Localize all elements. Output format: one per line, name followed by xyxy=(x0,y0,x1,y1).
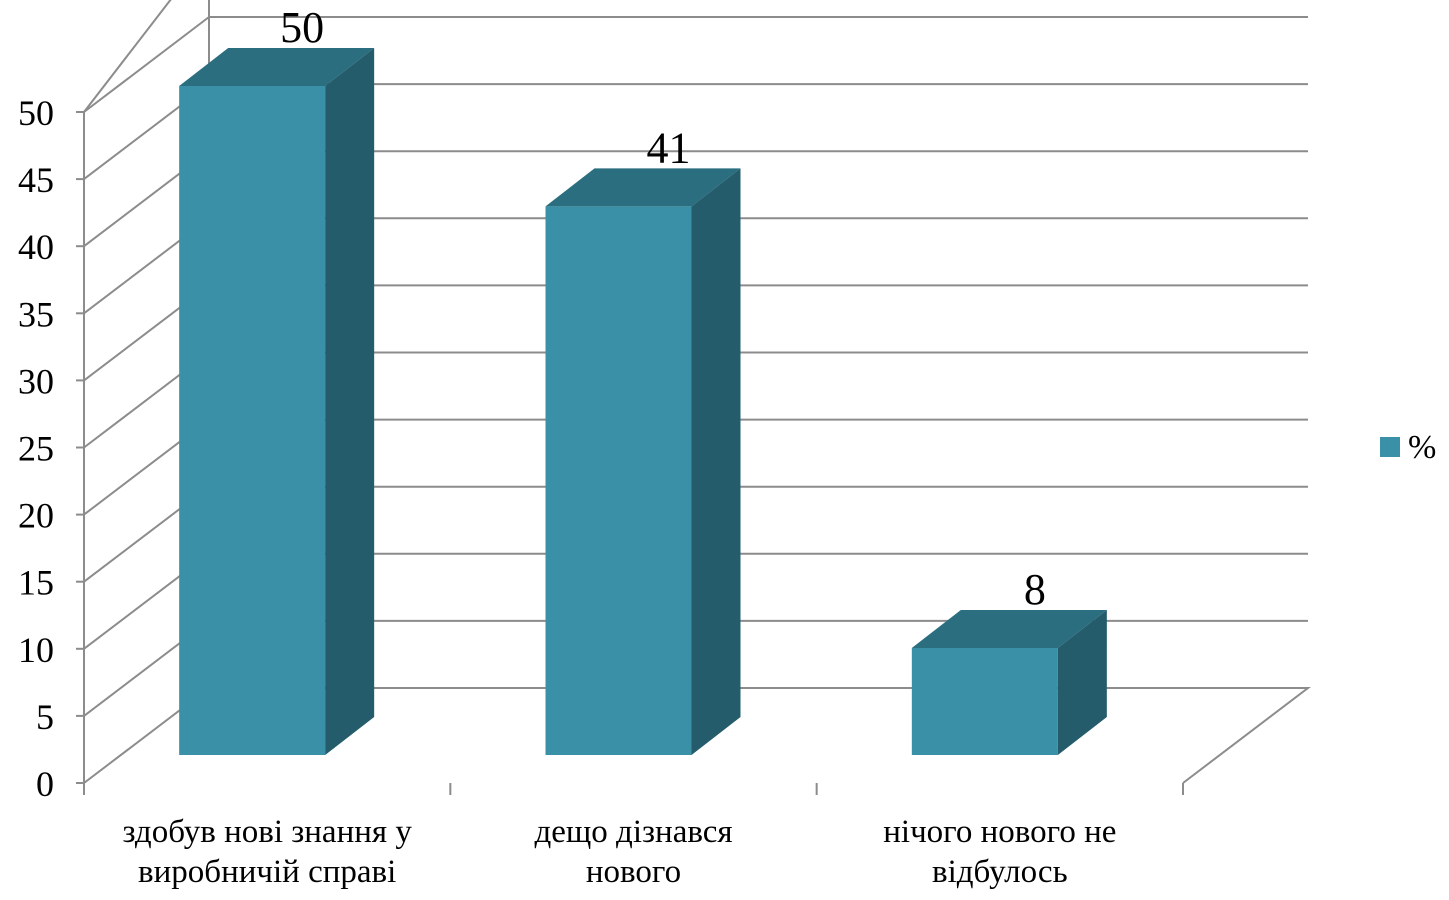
bar-front-face xyxy=(545,206,692,756)
bar-top-face xyxy=(545,168,741,207)
y-tick-label: 20 xyxy=(18,496,54,536)
bar-front-face xyxy=(179,86,326,755)
bar-top-face xyxy=(911,609,1107,648)
x-category-label: відбулось xyxy=(932,854,1068,890)
y-tick-label: 25 xyxy=(18,429,54,469)
label-layer: 50 41 8 здобув нові знання у виробничій спра… xyxy=(122,3,1116,890)
bar-top-face xyxy=(179,48,375,86)
x-category-label: виробничій справі xyxy=(138,854,396,890)
y-tick-label: 40 xyxy=(18,227,54,267)
bar-front-face xyxy=(911,647,1058,755)
axis-layer: 0 5 10 15 20 25 30 35 40 45 50 xyxy=(18,93,1184,804)
bar xyxy=(911,609,1107,755)
y-tick-label: 10 xyxy=(18,630,54,670)
y-tick-label: 30 xyxy=(18,361,54,401)
legend-label: % xyxy=(1408,429,1436,466)
y-tick-label: 5 xyxy=(36,697,54,737)
legend: % xyxy=(1380,429,1436,466)
x-category-label: дещо дізнався xyxy=(534,814,732,850)
x-category-label: здобув нові знання у xyxy=(122,814,412,850)
bar xyxy=(545,168,741,756)
y-tick-label: 35 xyxy=(18,294,54,334)
x-category-label: нового xyxy=(586,854,681,890)
bar-side-face xyxy=(691,168,741,756)
bar-layer xyxy=(179,48,1107,756)
floor-outline xyxy=(83,687,1311,784)
bar-side-face xyxy=(325,48,375,755)
gridline-diagonal xyxy=(83,16,210,113)
legend-swatch xyxy=(1380,437,1400,457)
data-label: 41 xyxy=(647,123,691,172)
y-tick-label: 50 xyxy=(18,93,54,133)
y-tick-label: 15 xyxy=(18,563,54,603)
x-category-label: нічого нового не xyxy=(883,814,1116,850)
gridline-diagonal xyxy=(83,0,172,113)
y-tick-label: 45 xyxy=(18,160,54,200)
y-tick-label: 0 xyxy=(36,764,54,804)
data-label: 50 xyxy=(280,3,324,52)
data-label: 8 xyxy=(1024,565,1046,614)
bar xyxy=(179,48,375,755)
bar-side-face xyxy=(1057,609,1107,755)
